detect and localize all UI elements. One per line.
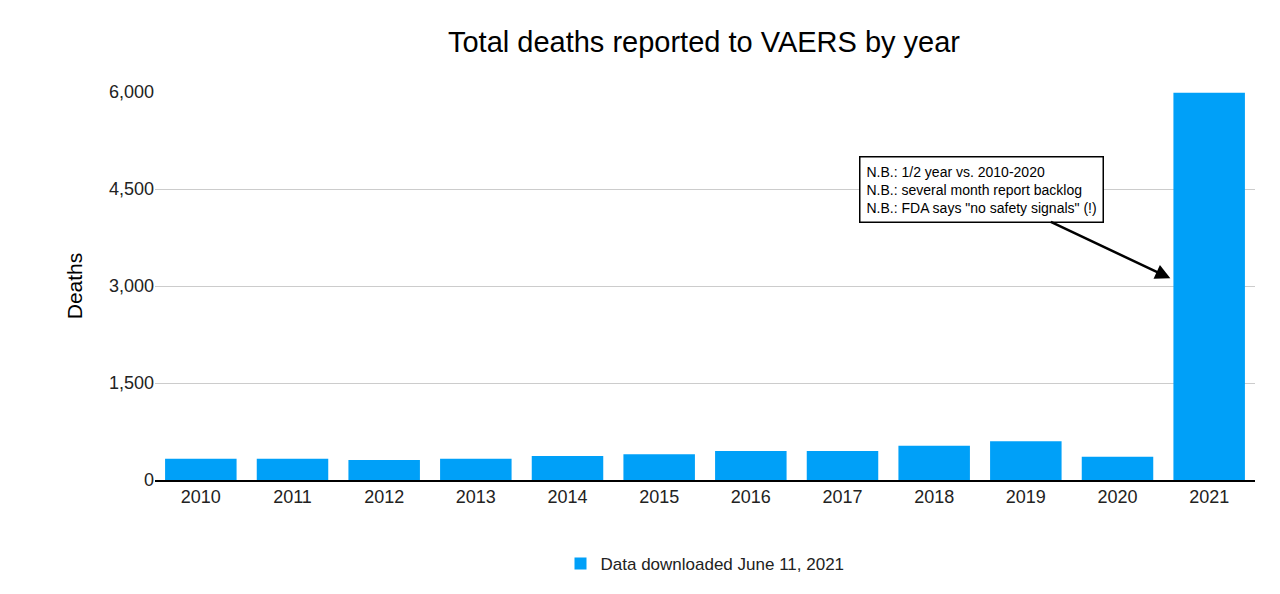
svg-text:6,000: 6,000 [109, 82, 154, 102]
svg-text:Deaths: Deaths [63, 253, 86, 320]
svg-text:2015: 2015 [639, 487, 679, 507]
svg-text:1,500: 1,500 [109, 373, 154, 393]
svg-text:2014: 2014 [547, 487, 587, 507]
svg-text:2021: 2021 [1189, 487, 1229, 507]
svg-text:2020: 2020 [1097, 487, 1137, 507]
svg-text:3,000: 3,000 [109, 276, 154, 296]
svg-text:2019: 2019 [1006, 487, 1046, 507]
svg-text:0: 0 [144, 470, 154, 490]
svg-text:2011: 2011 [273, 487, 312, 507]
svg-text:2018: 2018 [914, 487, 954, 507]
svg-text:Data downloaded June 11, 2021: Data downloaded June 11, 2021 [601, 555, 845, 574]
svg-text:2016: 2016 [731, 487, 771, 507]
svg-text:2012: 2012 [364, 487, 404, 507]
svg-text:2010: 2010 [181, 487, 221, 507]
svg-text:N.B.: 1/2 year vs. 2010-2020N.: N.B.: 1/2 year vs. 2010-2020N.B.: severa… [867, 164, 1097, 216]
svg-text:2013: 2013 [456, 487, 496, 507]
svg-text:4,500: 4,500 [109, 179, 154, 199]
svg-text:2017: 2017 [822, 487, 862, 507]
svg-text:Total deaths reported to VAERS: Total deaths reported to VAERS by year [448, 26, 960, 58]
